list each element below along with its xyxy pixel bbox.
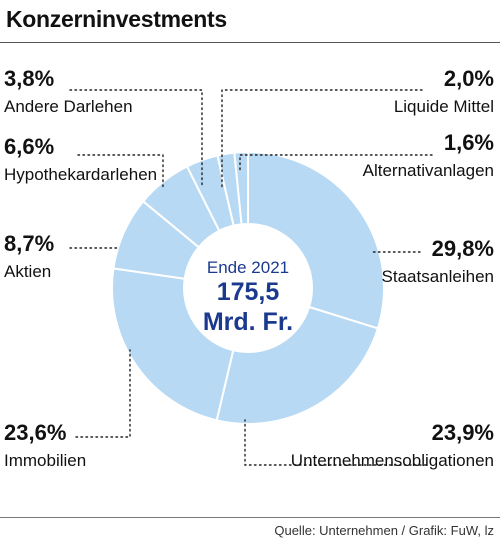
- pct-andere-darlehen: 3,8%: [4, 66, 55, 91]
- bottom-divider: [0, 517, 500, 518]
- label-liquide-mittel: Liquide Mittel: [393, 97, 494, 116]
- slice-immobilien: [111, 267, 235, 422]
- label-alternativanlagen: Alternativanlagen: [362, 161, 494, 180]
- center-label-unit: Mrd. Fr.: [202, 308, 294, 336]
- label-andere-darlehen: Andere Darlehen: [4, 97, 133, 116]
- leader-immobilien: [75, 349, 131, 438]
- pct-liquide-mittel: 2,0%: [443, 66, 494, 91]
- slice-alternativanlagen: [233, 150, 249, 226]
- leader-hypothekardarlehen: [77, 154, 164, 189]
- donut-slices: [111, 150, 385, 425]
- pct-alternativanlagen: 1,6%: [443, 130, 494, 155]
- leader-andere-darlehen: [69, 89, 203, 189]
- pct-unternehmensobligationen: 23,9%: [431, 420, 494, 445]
- pct-immobilien: 23,6%: [4, 420, 67, 445]
- label-unternehmensobligationen: Unternehmensobligationen: [290, 451, 494, 470]
- leader-liquide-mittel: [221, 89, 423, 189]
- top-divider: [0, 42, 500, 43]
- slice-staatsanleihen: [247, 150, 385, 330]
- center-label-total: 175,5: [216, 278, 280, 306]
- chart-title: Konzerninvestments: [6, 6, 227, 32]
- pct-hypothekardarlehen: 6,6%: [4, 134, 55, 159]
- leader-lines: [69, 89, 433, 466]
- leader-alternativanlagen: [239, 154, 433, 171]
- center-label-date: Ende 2021: [206, 258, 290, 277]
- label-hypothekardarlehen: Hypothekardarlehen: [4, 165, 158, 184]
- label-immobilien: Immobilien: [4, 451, 87, 470]
- label-staatsanleihen: Staatsanleihen: [381, 267, 494, 286]
- label-aktien: Aktien: [4, 262, 52, 281]
- pct-aktien: 8,7%: [4, 231, 55, 256]
- slice-unternehmensobligationen: [215, 305, 380, 425]
- pct-staatsanleihen: 29,8%: [431, 236, 494, 261]
- leader-unternehmensobligationen: [244, 419, 427, 466]
- source-note: Quelle: Unternehmen / Grafik: FuW, lz: [274, 523, 494, 538]
